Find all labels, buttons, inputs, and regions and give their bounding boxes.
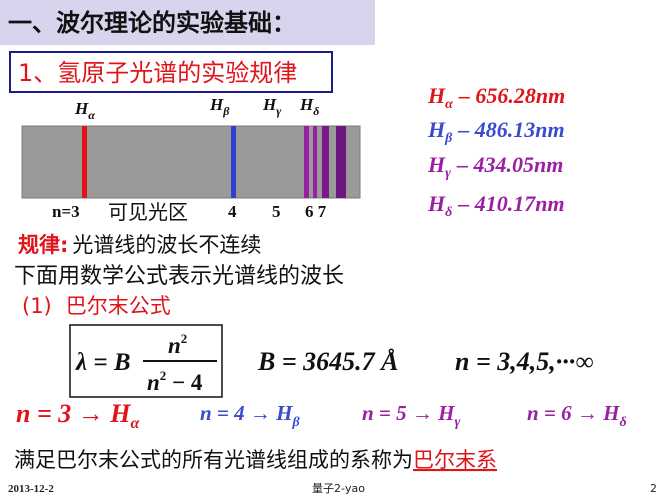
n-label: 5 [272, 202, 281, 221]
section-box [9, 51, 333, 93]
spectral-line [82, 126, 87, 198]
intro: 下面用数学公式表示光谱线的波长 [14, 264, 344, 289]
formula-box [69, 324, 223, 398]
n-label: 6 7 [305, 202, 327, 221]
spectral-line [313, 126, 317, 198]
spectrum-band [21, 125, 361, 199]
n-range: n = 3,4,5,···∞ [455, 347, 594, 376]
n-label: 4 [228, 202, 237, 221]
wavelength: Hβ – 486.13nm [427, 117, 565, 146]
transition: n = 6 → Hδ [527, 401, 627, 430]
n-label: n=3 [52, 202, 80, 221]
formula-numerator: n2 [168, 331, 187, 358]
wavelength-list: Hα – 656.28nm Hβ – 486.13nm Hγ – 434.05nm H… [427, 83, 565, 220]
region-label: 可见光区 [108, 200, 188, 224]
spectral-line [304, 126, 309, 198]
title: 一、波尔理论的实验基础： [8, 9, 296, 37]
title-bar [0, 0, 375, 45]
conclusion: 满足巴尔末公式的所有光谱线组成的系称为巴尔末系 [14, 448, 497, 472]
formula-heading: (1) 巴尔末公式 [22, 294, 171, 318]
footer-date: 2013-12-2 [8, 483, 54, 495]
wavelength: Hα – 656.28nm [427, 83, 565, 112]
footer-page: 2 [650, 482, 657, 495]
footer-center: 量子2-yao [312, 482, 365, 495]
spectrum-label: Hδ [299, 95, 319, 118]
spectrum-label: Hα [74, 99, 95, 122]
formula-lhs: λ = B [75, 349, 131, 376]
rule: 规律: 光谱线的波长不连续 [18, 233, 261, 257]
transition: n = 3 → Hα [16, 399, 141, 432]
wavelength: Hγ – 434.05nm [427, 152, 563, 181]
spectral-line [336, 126, 346, 198]
section-title: 1、氢原子光谱的实验规律 [18, 59, 297, 87]
formula-denominator: n2 − 4 [147, 368, 203, 395]
transition: n = 5 → Hγ [362, 401, 460, 430]
spectral-line [322, 126, 329, 198]
transition: n = 4 → Hβ [200, 401, 300, 430]
spectrum-label: Hβ [209, 95, 230, 118]
wavelength: Hδ – 410.17nm [427, 191, 565, 220]
spectrum-label: Hγ [262, 95, 281, 118]
spectrum-labels: Hα Hβ Hγ Hδ [74, 95, 319, 122]
spectral-line [231, 126, 236, 198]
constant: B = 3645.7 Å [257, 347, 399, 376]
